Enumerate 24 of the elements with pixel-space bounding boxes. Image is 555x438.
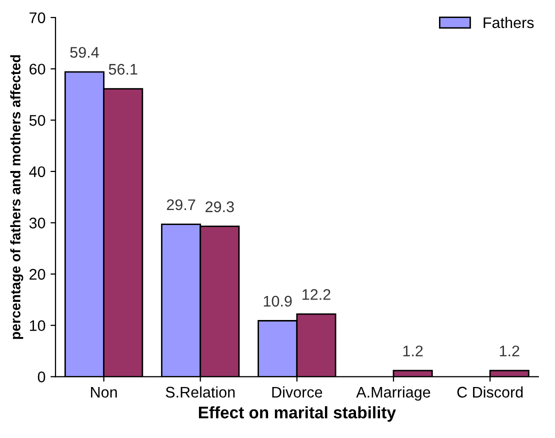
x-tick-label: Non [91,386,117,398]
data-label: 29.7 [166,199,196,210]
data-label: 56.1 [108,64,138,75]
y-tick-label: 0 [38,372,46,382]
data-label: 59.4 [70,46,99,58]
x-tick-label: S.Relation [166,386,235,398]
data-label: 12.2 [302,289,330,300]
x-tick-label: Divorce [272,386,322,398]
y-tick-label: 70 [30,12,46,24]
data-label: 10.9 [264,296,292,307]
x-tick-label: A.Marriage [356,386,430,401]
legend-label: Fathers [484,16,534,28]
y-tick-label: 10 [30,320,46,332]
x-tick-label: C Discord [457,386,523,398]
data-label: 1.2 [500,346,520,356]
data-label: 1.2 [403,346,423,356]
y-tick-label: 40 [29,166,46,178]
y-tick-label: 50 [29,115,46,126]
x-axis-title: Effect on marital stability [198,406,396,422]
y-tick-label: 30 [29,218,46,228]
y-tick-label: 20 [30,268,46,280]
y-tick-label: 60 [30,64,46,75]
y-axis-title: percentage of fathers and mothers affected [10,55,24,339]
data-label: 29.3 [206,201,234,212]
